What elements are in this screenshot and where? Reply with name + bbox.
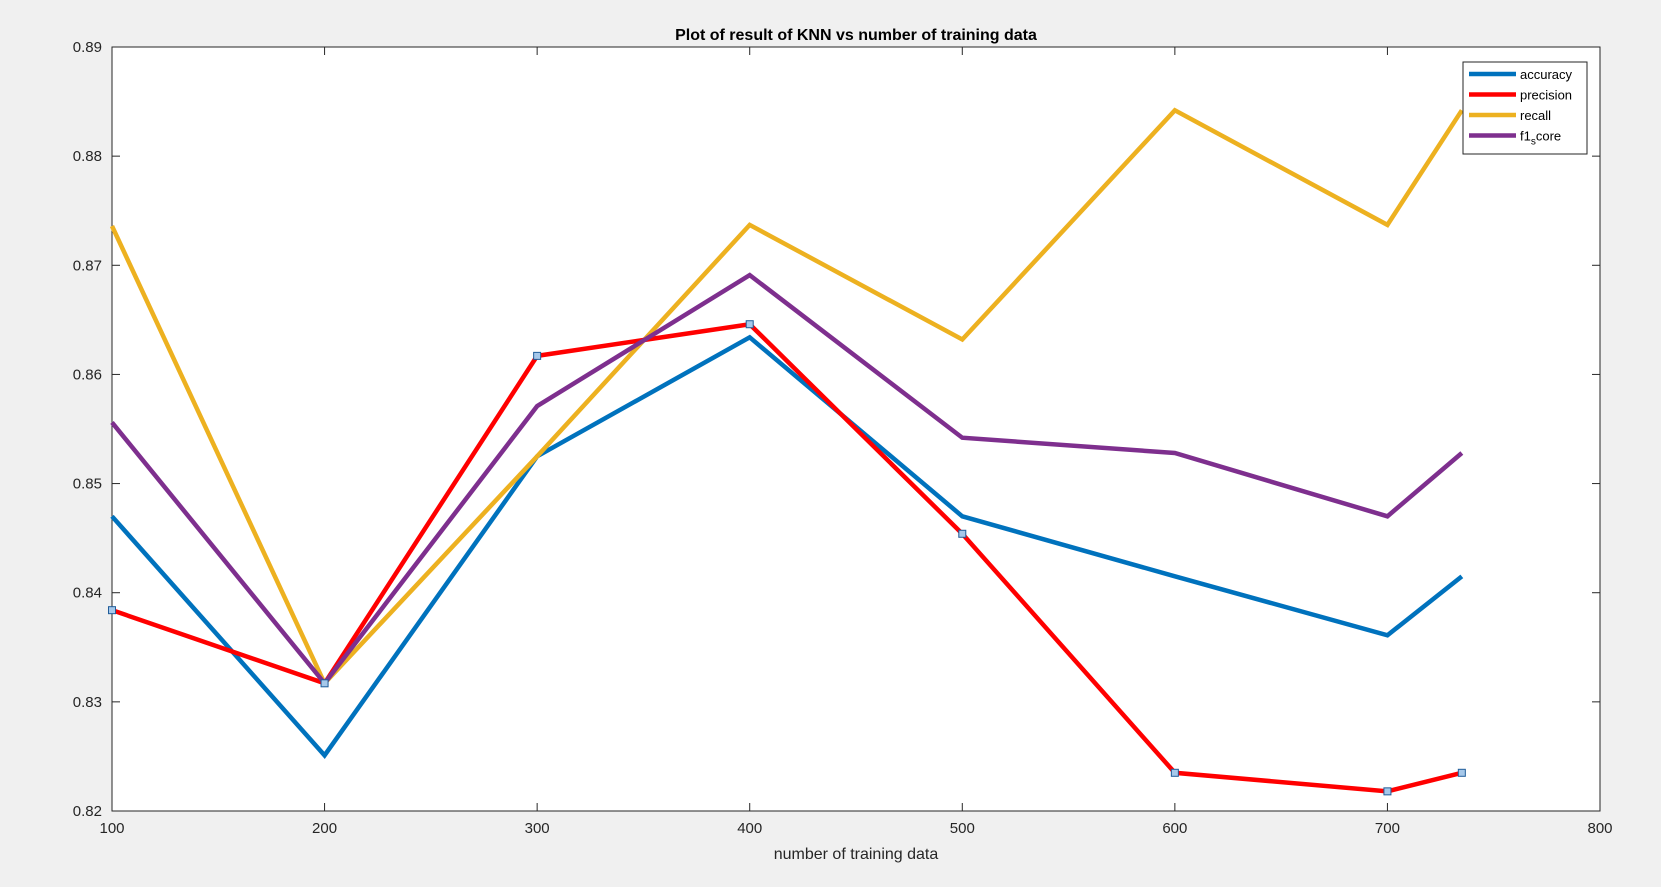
x-tick-label: 600 [1162,820,1187,837]
x-tick-label: 100 [99,820,124,837]
legend-label-precision: precision [1520,88,1572,103]
data-point-marker-precision [958,529,967,538]
legend-box [1462,61,1588,155]
chart-title: Plot of result of KNN vs number of train… [675,27,1037,44]
series-line-precision [111,321,1463,794]
legend-label-accuracy: accuracy [1520,67,1573,82]
y-tick-label: 0.88 [73,148,102,165]
y-tick-label: 0.84 [73,585,102,602]
data-point-marker-precision [1170,768,1179,777]
x-tick-label: 800 [1587,820,1612,837]
series-line-f1_score [110,272,1464,687]
x-tick-label: 300 [525,820,550,837]
x-tick-label: 700 [1375,820,1400,837]
data-point-marker-precision [108,606,116,615]
axis-ticks: 100 200 300 400 500 600 700 800 0.82 0.83 0.84 0.85… [73,39,1613,837]
series-markers [108,320,1466,796]
series-lines [109,107,1464,794]
series-line-recall [109,107,1464,688]
x-tick-label: 400 [737,820,762,837]
legend-label-f1_score: f1score [1520,129,1561,148]
legend: accuracy precision recall f1score [1462,61,1588,155]
data-point-marker-precision [745,320,754,329]
x-tick-label: 500 [950,820,975,837]
data-point-marker-precision [320,679,329,688]
y-tick-label: 0.83 [73,694,102,711]
y-tick-label: 0.86 [73,366,102,383]
data-point-marker-precision [1457,768,1466,777]
y-tick-label: 0.87 [73,257,102,274]
legend-label-recall: recall [1520,108,1551,123]
y-tick-label: 0.82 [73,803,102,820]
y-tick-label: 0.85 [73,476,102,493]
data-point-marker-precision [533,351,542,360]
data-point-marker-precision [1383,787,1392,796]
x-axis-title: number of training data [774,846,939,863]
x-tick-label: 200 [312,820,337,837]
y-tick-label: 0.89 [73,39,102,56]
